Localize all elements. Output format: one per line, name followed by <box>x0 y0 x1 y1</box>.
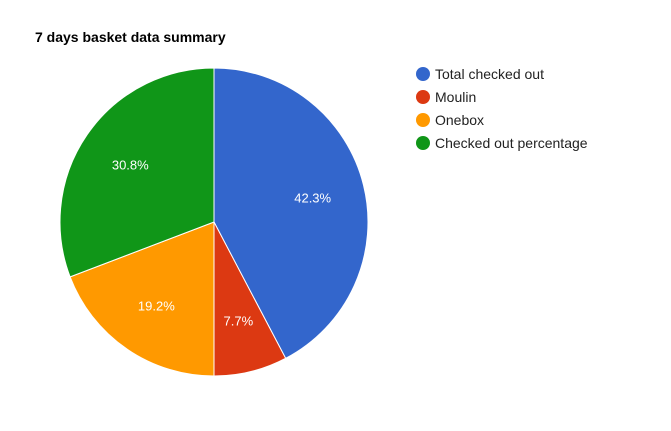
legend-item[interactable]: Total checked out <box>416 66 544 82</box>
pie-slice-labels: 42.3% 7.7% 19.2% 30.8% <box>112 157 332 328</box>
slice-value-label: 30.8% <box>112 157 149 172</box>
legend-label: Moulin <box>435 89 476 105</box>
chart-title: 7 days basket data summary <box>35 29 226 45</box>
legend-swatch <box>416 67 430 81</box>
legend-item[interactable]: Onebox <box>416 112 484 128</box>
pie-slice-onebox[interactable] <box>69 221 215 377</box>
legend-item[interactable]: Moulin <box>416 89 476 105</box>
legend-label: Onebox <box>435 112 484 128</box>
slice-value-label: 42.3% <box>294 191 331 206</box>
pie-slices <box>59 67 369 377</box>
slice-value-label: 7.7% <box>224 314 254 329</box>
legend-label: Checked out percentage <box>435 135 588 151</box>
legend-swatch <box>416 90 430 104</box>
legend-swatch <box>416 136 430 150</box>
slice-value-label: 19.2% <box>138 299 175 314</box>
legend-swatch <box>416 113 430 127</box>
pie-slice-checked-out-percentage[interactable] <box>59 67 215 278</box>
legend-label: Total checked out <box>435 66 544 82</box>
legend-item[interactable]: Checked out percentage <box>416 135 588 151</box>
pie-slice-total-checked-out[interactable] <box>213 67 369 360</box>
legend: Total checked out Moulin Onebox Checked out… <box>416 66 588 151</box>
